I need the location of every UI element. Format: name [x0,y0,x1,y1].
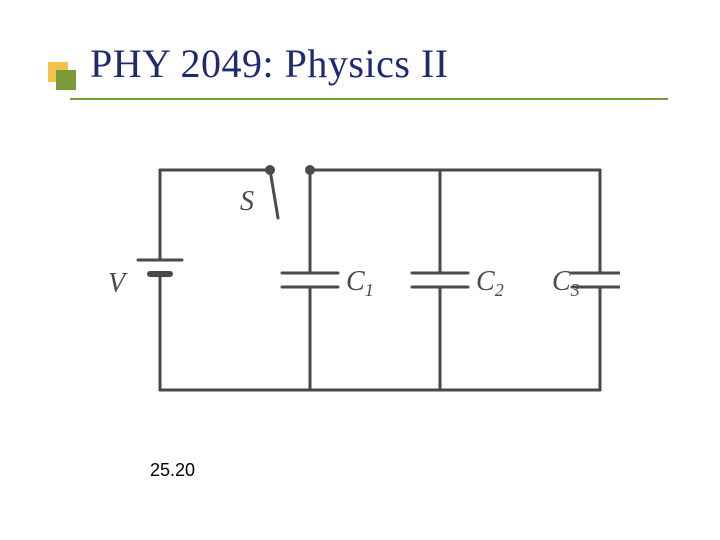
title-bullet-icon [48,62,76,90]
circuit-svg: V S C1 C2 C3 [100,130,620,430]
svg-text:C2: C2 [476,266,504,300]
svg-text:C3: C3 [552,266,580,300]
bullet-square-front [56,70,76,90]
slide: PHY 2049: Physics II V S C1 C2 C3 25.20 [0,0,720,540]
page-title: PHY 2049: Physics II [48,40,668,87]
title-block: PHY 2049: Physics II [48,40,668,87]
svg-text:S: S [240,186,254,217]
title-underline [70,98,668,100]
caption-label: 25.20 [150,460,195,481]
svg-text:V: V [108,268,128,299]
svg-text:C1: C1 [346,266,374,300]
circuit-diagram: V S C1 C2 C3 [100,130,620,435]
